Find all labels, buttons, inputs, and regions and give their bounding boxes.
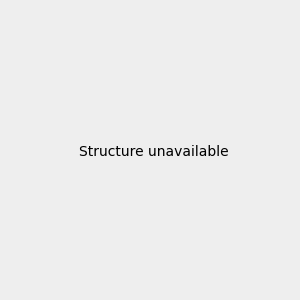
Text: Structure unavailable: Structure unavailable	[79, 145, 229, 158]
